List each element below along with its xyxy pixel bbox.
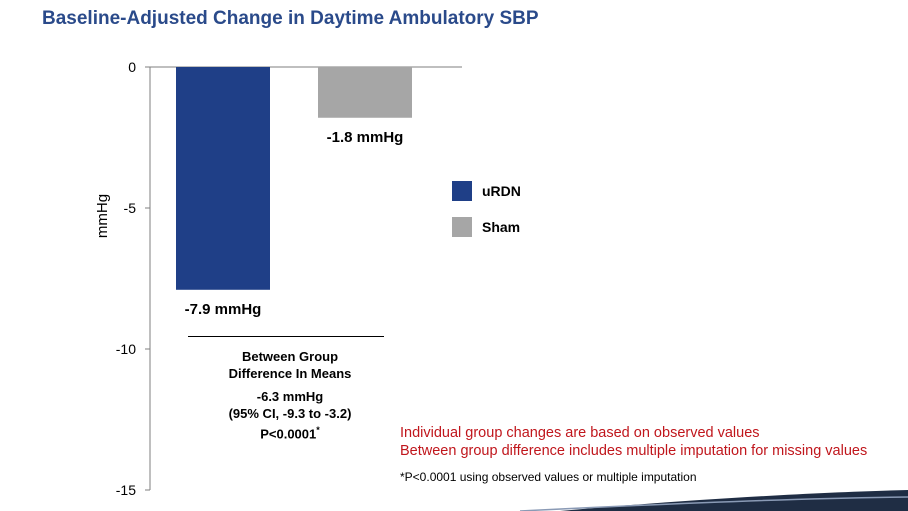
note-line1: Individual group changes are based on ob… (400, 425, 760, 441)
y-tick-label: -5 (124, 200, 137, 216)
bar-urdn (176, 67, 270, 290)
data-label-urdn: -7.9 mmHg (185, 301, 262, 318)
legend-label-urdn: uRDN (482, 183, 521, 199)
bar-sham (318, 67, 412, 118)
between-group-line2: Difference In Means (228, 366, 352, 381)
y-tick-label: 0 (128, 59, 136, 75)
legend-swatch-urdn (452, 181, 472, 201)
between-group-divider (188, 336, 384, 337)
data-labels: -7.9 mmHg -1.8 mmHg (185, 129, 404, 318)
between-group-pvalue-marker: * (316, 425, 320, 435)
method-notes: Individual group changes are based on ob… (400, 424, 867, 460)
legend-label-sham: Sham (482, 219, 521, 235)
between-group-ci: (95% CI, -9.3 to -3.2) (228, 406, 352, 421)
y-tick-label: -10 (116, 341, 136, 357)
y-ticks: 0 -5 -10 -15 (116, 59, 150, 498)
between-group-box: Between Group Difference In Means -6.3 m… (190, 348, 390, 442)
between-group-pvalue: P<0.0001 (260, 426, 317, 442)
between-group-pvalue-row: P<0.0001* (190, 422, 390, 442)
y-axis-label: mmHg (94, 194, 111, 238)
legend-item-urdn: uRDN (452, 181, 521, 201)
y-tick-label: -15 (116, 482, 136, 498)
legend-swatch-sham (452, 217, 472, 237)
between-group-line1: Between Group (241, 349, 339, 364)
data-label-sham: -1.8 mmHg (327, 129, 404, 146)
chart-title: Baseline-Adjusted Change in Daytime Ambu… (42, 8, 539, 29)
note-line2: Between group difference includes multip… (400, 443, 868, 459)
between-group-value: -6.3 mmHg (256, 389, 324, 404)
bars (176, 67, 412, 290)
legend-item-sham: Sham (452, 217, 521, 237)
footnote: *P<0.0001 using observed values or multi… (400, 470, 697, 484)
legend: uRDN Sham (452, 181, 521, 253)
